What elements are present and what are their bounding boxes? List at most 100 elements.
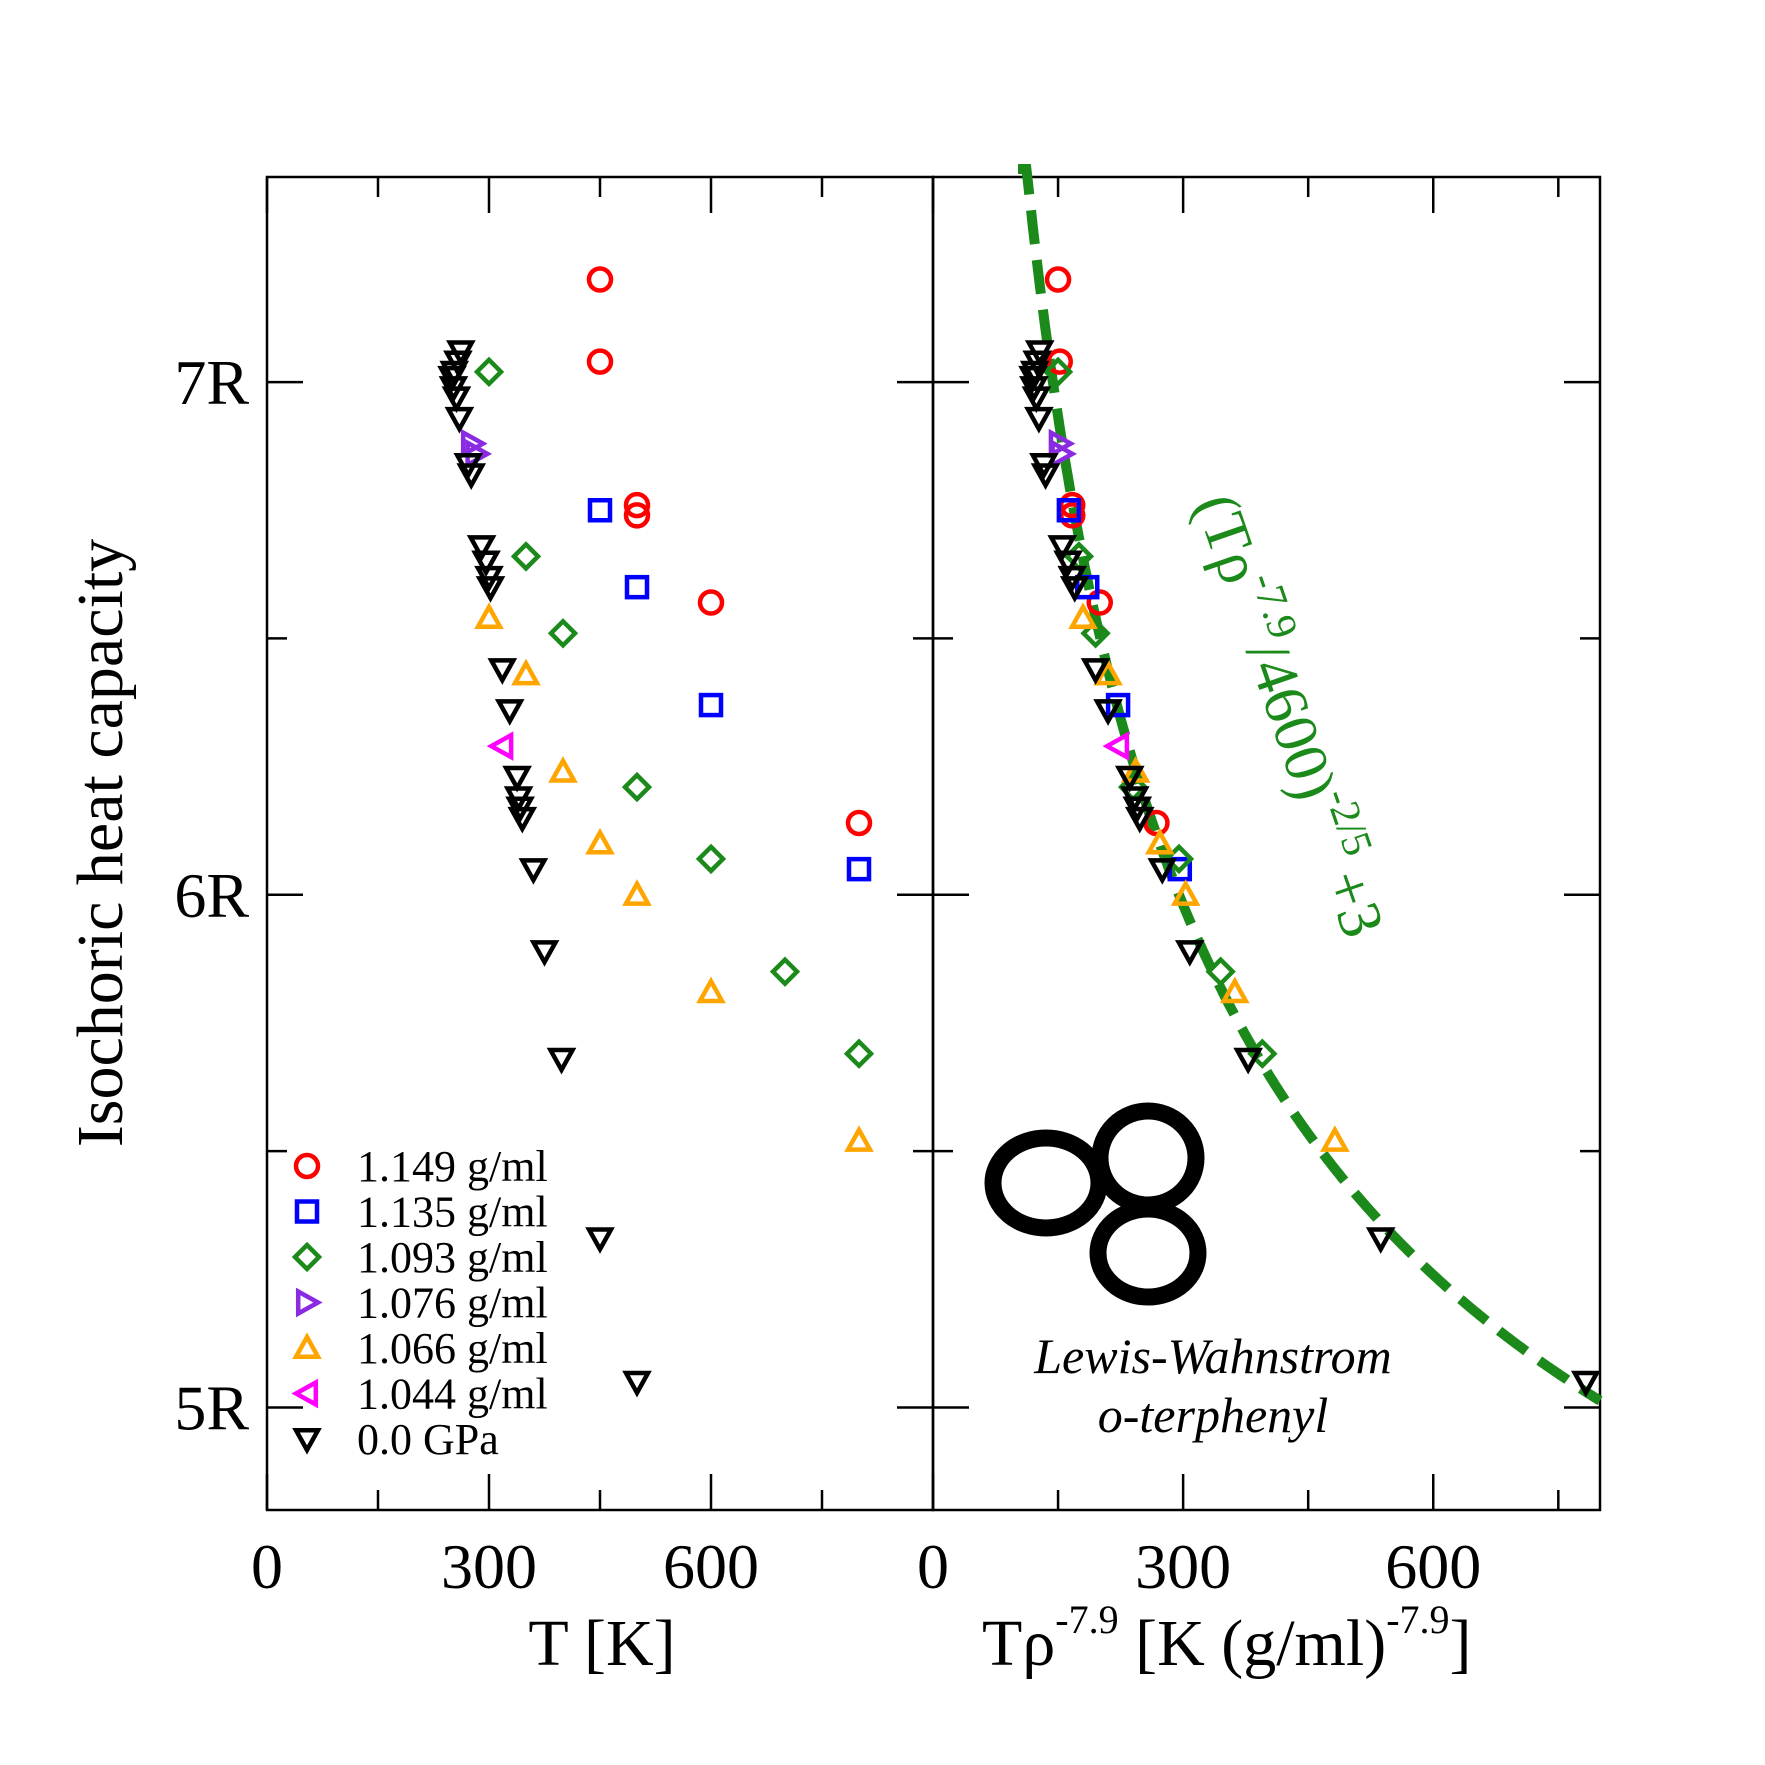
- data-point: [1058, 491, 1086, 519]
- data-point: [622, 879, 652, 906]
- formula-end: +3: [1311, 861, 1397, 946]
- data-point: [1029, 453, 1059, 480]
- data-point: [1365, 1227, 1396, 1254]
- data-point: [698, 692, 724, 718]
- data-point: [585, 1227, 615, 1254]
- x-tick-label: 300: [441, 1531, 537, 1602]
- data-point: [1044, 266, 1072, 293]
- data-point: [1147, 858, 1178, 885]
- data-point: [587, 498, 613, 523]
- x-title-right-main: Tρ: [982, 1607, 1055, 1680]
- data-point: [621, 771, 653, 803]
- data-point: [441, 386, 472, 414]
- data-point: [586, 348, 614, 375]
- series-0-0-gpa: [1018, 340, 1601, 1398]
- data-point: [474, 602, 504, 629]
- series-1-093-g-ml: [473, 356, 875, 1069]
- data-point: [1114, 765, 1145, 793]
- data-point: [548, 756, 578, 783]
- data-point: [529, 940, 560, 967]
- data-point: [623, 502, 651, 529]
- legend-label: 0.0 GPa: [357, 1415, 499, 1464]
- data-point: [486, 731, 514, 761]
- data-point: [586, 266, 614, 293]
- y-tick-label: 7R: [174, 347, 249, 418]
- data-point: [1080, 658, 1111, 685]
- x-title-right-close: ]: [1450, 1607, 1472, 1680]
- fit-curve: [1018, 164, 1603, 1406]
- data-point: [1144, 827, 1175, 855]
- legend-marker: [291, 1378, 319, 1409]
- plot-frame: [931, 175, 1602, 1512]
- data-point: [510, 541, 542, 572]
- legend-marker: [292, 1332, 322, 1360]
- data-point: [843, 1038, 875, 1069]
- legend-label: 1.066 g/ml: [357, 1324, 548, 1373]
- data-point: [511, 658, 541, 686]
- data-point: [1320, 1125, 1350, 1152]
- data-point: [1042, 356, 1074, 388]
- data-point: [1024, 406, 1054, 434]
- series-1-093-g-ml: [1042, 356, 1278, 1069]
- data-point: [1163, 843, 1195, 875]
- data-point: [502, 765, 532, 793]
- left-panel: 0 300 600 5R 6R 7R: [174, 175, 935, 1602]
- data-point: [471, 550, 501, 578]
- y-tick-label: 6R: [174, 860, 249, 931]
- series-0-0-gpa: [437, 340, 652, 1398]
- data-point: [473, 356, 505, 388]
- data-point: [624, 574, 650, 600]
- x-title-right-unit: [K (g/ml): [1119, 1607, 1387, 1680]
- data-point: [1124, 806, 1155, 834]
- molecule-caption-line2: o-terphenyl: [1098, 1387, 1328, 1443]
- fit-formula-label: (Tρ-7.9/4600)-2/5+3: [1182, 482, 1407, 946]
- series-1-135-g-ml: [587, 498, 872, 882]
- data-point: [1053, 550, 1083, 578]
- data-point: [1093, 699, 1123, 726]
- data-point: [623, 491, 651, 519]
- data-point: [1030, 463, 1061, 490]
- legend-marker: [295, 1287, 323, 1318]
- data-point: [1093, 658, 1123, 686]
- legend-label: 1.135 g/ml: [357, 1188, 548, 1237]
- x-tick-label: 0: [917, 1531, 949, 1602]
- y-axis-title: Isochoric heat capacity: [64, 539, 137, 1147]
- data-point: [475, 576, 506, 603]
- x-tick-label: 600: [663, 1531, 759, 1602]
- x-tick-label: 600: [1385, 1531, 1481, 1602]
- data-point: [494, 699, 525, 726]
- x-title-right-sup2: -7.9: [1386, 1597, 1449, 1642]
- data-point: [1219, 976, 1250, 1004]
- data-point: [1174, 940, 1205, 967]
- legend: 1.149 g/ml1.135 g/ml1.093 g/ml1.076 g/ml…: [291, 1142, 548, 1464]
- data-point: [487, 658, 518, 685]
- series-1-044-g-ml: [1102, 731, 1130, 761]
- legend-label: 1.093 g/ml: [357, 1233, 548, 1282]
- molecule-caption-line1: Lewis-Wahnstrom: [1033, 1328, 1391, 1384]
- series-1-066-g-ml: [474, 602, 874, 1152]
- data-point: [1571, 1370, 1601, 1398]
- data-point: [695, 843, 727, 875]
- data-point: [1047, 535, 1078, 562]
- data-point: [846, 856, 872, 882]
- data-point: [585, 827, 615, 855]
- legend-label: 1.044 g/ml: [357, 1370, 548, 1419]
- data-point: [444, 406, 475, 434]
- series-1-044-g-ml: [486, 731, 514, 761]
- data-point: [453, 453, 484, 480]
- data-point: [466, 535, 497, 562]
- formula-sup2: -2/5: [1315, 783, 1381, 862]
- y-tick-label: 5R: [174, 1372, 249, 1443]
- data-point: [697, 589, 725, 616]
- legend-label: 1.149 g/ml: [357, 1142, 548, 1191]
- legend-marker: [294, 1199, 320, 1224]
- data-point: [1105, 692, 1131, 718]
- data-point: [460, 428, 488, 459]
- data-point: [1059, 576, 1090, 603]
- legend-marker: [291, 1241, 323, 1273]
- data-point: [1086, 589, 1113, 616]
- x-tick-label: 0: [251, 1531, 283, 1602]
- data-point: [1205, 956, 1236, 987]
- data-point: [696, 976, 726, 1004]
